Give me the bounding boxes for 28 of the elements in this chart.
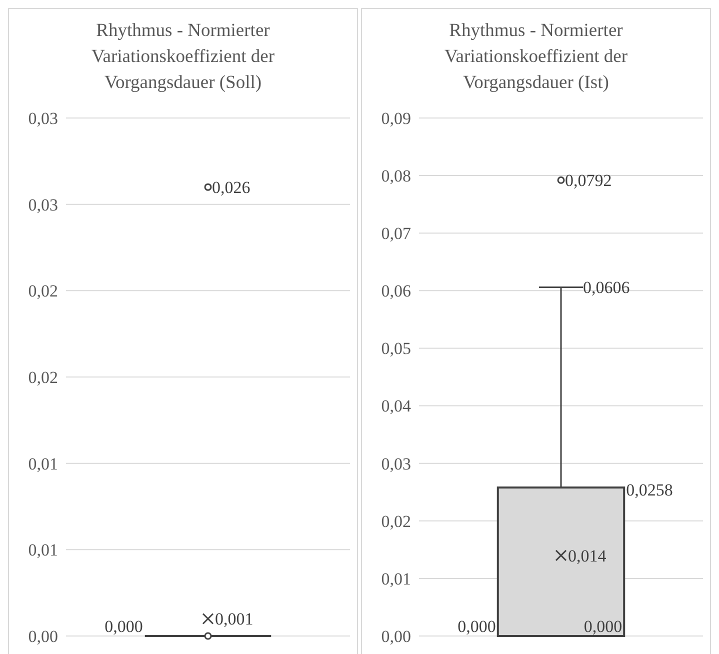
annotation: 0,0606 — [583, 278, 630, 298]
y-tick-label: 0,04 — [381, 396, 412, 416]
annotation: 0,0258 — [626, 480, 673, 500]
chart-title: Rhythmus - Normierter Variationskoeffizient der Vorgangsdauer (Soll) — [91, 21, 275, 93]
y-tick-label: 0,02 — [381, 512, 411, 531]
y-tick-label: 0,05 — [381, 339, 411, 358]
y-tick-label: 0,01 — [28, 454, 58, 474]
chart-title: Rhythmus - Normierter Variationskoeffizient der Vorgangsdauer (Ist) — [444, 21, 628, 93]
y-tick-label: 0,03 — [28, 108, 58, 128]
y-tick-label: 0,03 — [381, 454, 411, 474]
y-tick-label: 0,08 — [381, 166, 411, 186]
y-tick-label: 0,09 — [381, 108, 411, 128]
annotation: 0,0792 — [565, 171, 612, 190]
annotation: 0,000 — [458, 617, 496, 636]
y-tick-label: 0,01 — [381, 569, 411, 588]
y-tick-label: 0,01 — [28, 540, 58, 560]
annotation: 0,014 — [568, 546, 607, 566]
y-tick-label: 0,06 — [381, 282, 411, 301]
annotation: 0,000 — [584, 617, 622, 636]
annotation: 0,000 — [104, 617, 143, 636]
y-tick-label: 0,03 — [28, 195, 58, 214]
y-tick-label: 0,00 — [28, 626, 58, 646]
annotation: 0,001 — [215, 610, 254, 629]
y-tick-label: 0,00 — [381, 626, 411, 646]
y-tick-label: 0,07 — [381, 224, 412, 244]
y-tick-label: 0,02 — [28, 368, 58, 387]
y-tick-label: 0,02 — [28, 282, 58, 301]
annotation: 0,026 — [212, 178, 250, 198]
